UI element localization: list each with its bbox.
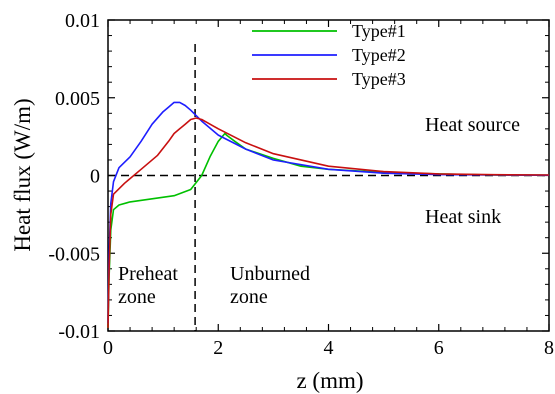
y-tick-label: 0.01	[65, 10, 100, 32]
series-line-type1	[107, 132, 550, 328]
x-axis-title: z (mm)	[296, 368, 363, 393]
y-axis-title: Heat flux (W/m)	[10, 98, 35, 251]
annotation-unburned-zone-line1: Unburned	[230, 263, 310, 285]
series-group	[107, 101, 550, 328]
annotation-heat-source: Heat source	[425, 114, 520, 136]
reference-lines	[108, 44, 549, 331]
annotation-preheat-zone-line2: zone	[118, 286, 156, 308]
series-line-type2	[107, 101, 550, 324]
y-tick-label: 0.005	[55, 88, 100, 110]
legend-label-type2: Type#2	[352, 45, 406, 65]
x-tick-label: 2	[213, 337, 223, 359]
annotation-unburned-zone-line2: zone	[230, 286, 268, 308]
x-tick-label: 6	[434, 337, 444, 359]
series-line-type3	[107, 117, 550, 328]
x-tick-label: 8	[544, 337, 554, 359]
legend: Type#1 Type#2 Type#3	[252, 21, 406, 89]
tick-labels: 0 2 4 6 8 -0.01 -0.005 0 0.005 0.01	[48, 10, 554, 359]
legend-label-type3: Type#3	[352, 69, 406, 89]
x-tick-label: 0	[103, 337, 113, 359]
annotation-preheat-zone-line1: Preheat	[118, 263, 178, 285]
y-tick-label: -0.005	[48, 243, 100, 265]
y-tick-label: -0.01	[58, 321, 100, 343]
annotation-heat-sink: Heat sink	[425, 206, 501, 228]
legend-label-type1: Type#1	[352, 21, 406, 41]
y-tick-label: 0	[90, 166, 100, 188]
x-tick-label: 4	[324, 337, 334, 359]
